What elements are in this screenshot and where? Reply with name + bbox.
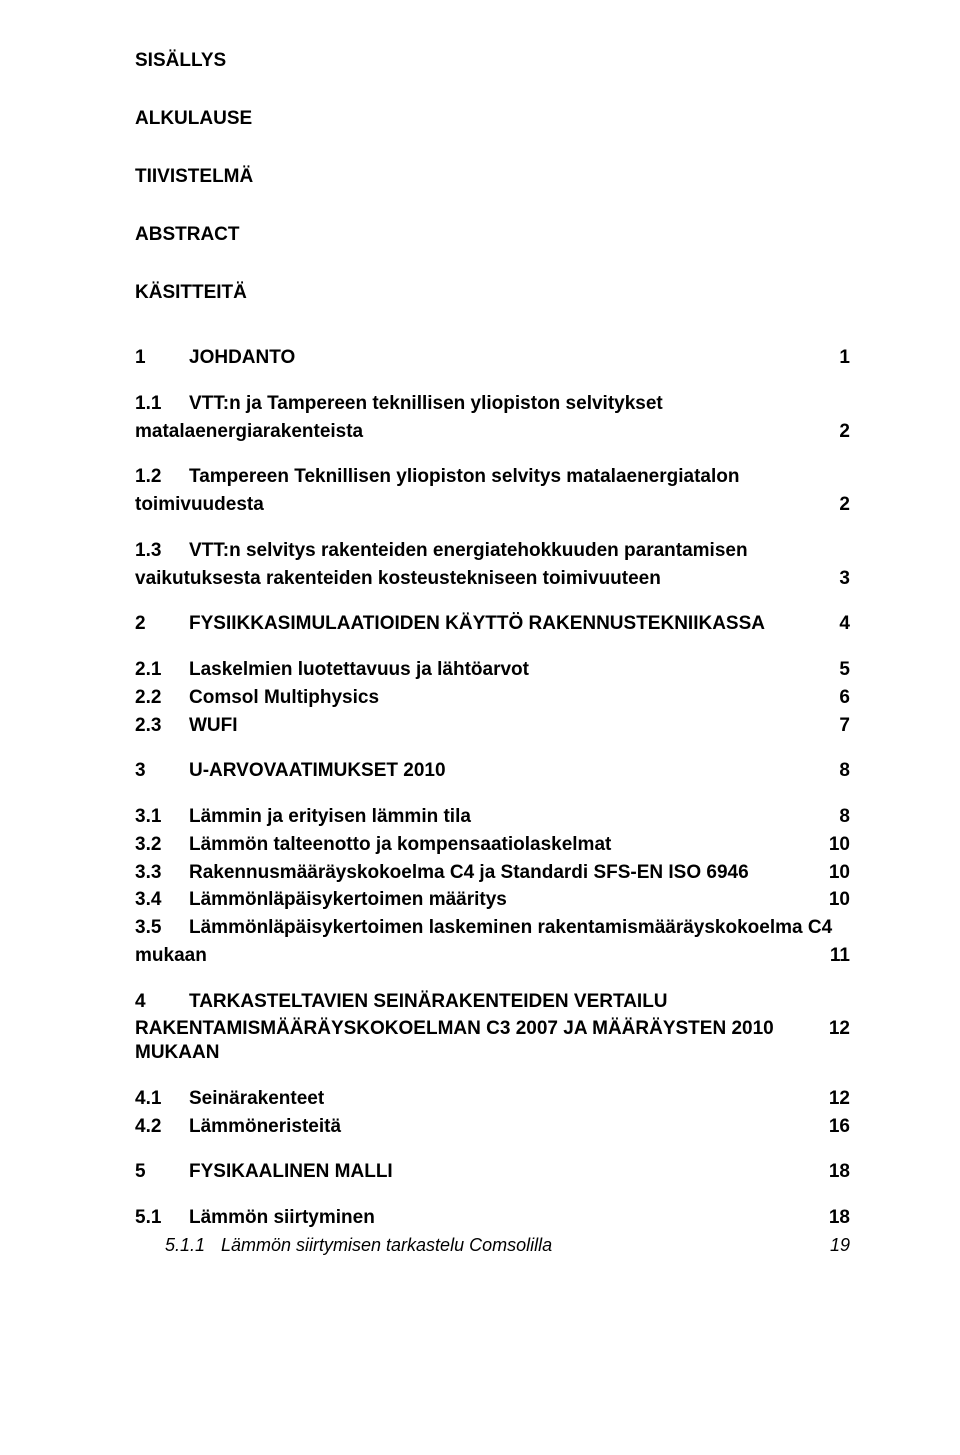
- toc-number: 2.2: [135, 686, 189, 710]
- toc-page: 7: [820, 714, 850, 738]
- toc-number: 5.1.1: [165, 1234, 221, 1257]
- toc-entry-3-5: 3.5 Lämmönläpäisykertoimen laskeminen ra…: [135, 916, 850, 940]
- toc-entry-3-2: 3.2 Lämmön talteenotto ja kompensaatiola…: [135, 833, 850, 857]
- toc-number: 4: [135, 990, 189, 1014]
- toc-page: 16: [820, 1115, 850, 1139]
- page: SISÄLLYS ALKULAUSE TIIVISTELMÄ ABSTRACT …: [0, 0, 960, 1455]
- toc-page: 18: [820, 1160, 850, 1184]
- toc-title: WUFI: [189, 714, 820, 738]
- toc-page: 4: [820, 612, 850, 636]
- toc-entry-4-1: 4.1 Seinärakenteet 12: [135, 1087, 850, 1111]
- toc-number: 1.1: [135, 392, 189, 416]
- toc-page: 6: [820, 686, 850, 710]
- toc-number: 2.3: [135, 714, 189, 738]
- toc-page: 2: [820, 493, 850, 517]
- toc-page: 10: [820, 861, 850, 885]
- toc-entry-3: 3 U-ARVOVAATIMUKSET 2010 8: [135, 759, 850, 783]
- toc-title: Tampereen Teknillisen yliopiston selvity…: [189, 465, 850, 489]
- toc-title: Rakennusmääräyskokoelma C4 ja Standardi …: [189, 861, 820, 885]
- toc-title: Lämmön siirtymisen tarkastelu Comsolilla: [221, 1234, 820, 1257]
- toc-title: Comsol Multiphysics: [189, 686, 820, 710]
- toc-entry-2: 2 FYSIIKKASIMULAATIOIDEN KÄYTTÖ RAKENNUS…: [135, 612, 850, 636]
- toc-number: 3.5: [135, 916, 189, 940]
- toc-page: 10: [820, 833, 850, 857]
- toc-title: Lämmön talteenotto ja kompensaatiolaskel…: [189, 833, 820, 857]
- toc-page: 8: [820, 759, 850, 783]
- toc-title: FYSIKAALINEN MALLI: [189, 1160, 820, 1184]
- toc-page: 10: [820, 888, 850, 912]
- toc-entry-1-2-cont: toimivuudesta 2: [135, 493, 850, 517]
- toc-entry-3-1: 3.1 Lämmin ja erityisen lämmin tila 8: [135, 805, 850, 829]
- toc-title: VTT:n selvitys rakenteiden energiatehokk…: [189, 539, 850, 563]
- toc-page: 12: [820, 1017, 850, 1041]
- toc-number: 2: [135, 612, 189, 636]
- heading-alkulause: ALKULAUSE: [135, 108, 850, 130]
- toc-title: FYSIIKKASIMULAATIOIDEN KÄYTTÖ RAKENNUSTE…: [189, 612, 820, 636]
- toc-number: 3.1: [135, 805, 189, 829]
- toc-entry-3-4: 3.4 Lämmönläpäisykertoimen määritys 10: [135, 888, 850, 912]
- toc-title: TARKASTELTAVIEN SEINÄRAKENTEIDEN VERTAIL…: [189, 990, 850, 1014]
- toc-title-cont: vaikutuksesta rakenteiden kosteusteknise…: [135, 567, 820, 591]
- toc-number: 3.2: [135, 833, 189, 857]
- heading-kasitteita: KÄSITTEITÄ: [135, 282, 850, 304]
- toc-number: 2.1: [135, 658, 189, 682]
- toc-entry-2-2: 2.2 Comsol Multiphysics 6: [135, 686, 850, 710]
- toc-entry-2-3: 2.3 WUFI 7: [135, 714, 850, 738]
- heading-tiivistelma: TIIVISTELMÄ: [135, 166, 850, 188]
- toc-title: VTT:n ja Tampereen teknillisen yliopisto…: [189, 392, 850, 416]
- toc-page: 18: [820, 1206, 850, 1230]
- toc-entry-1: 1 JOHDANTO 1: [135, 346, 850, 370]
- toc-page: 8: [820, 805, 850, 829]
- toc-entry-5-1: 5.1 Lämmön siirtyminen 18: [135, 1206, 850, 1230]
- toc-number: 1.2: [135, 465, 189, 489]
- front-matter: SISÄLLYS ALKULAUSE TIIVISTELMÄ ABSTRACT …: [135, 50, 850, 304]
- toc-number: 5: [135, 1160, 189, 1184]
- toc-title: Lämmönläpäisykertoimen määritys: [189, 888, 820, 912]
- toc-page: 3: [820, 567, 850, 591]
- toc-title-cont: toimivuudesta: [135, 493, 820, 517]
- toc-entry-1-2: 1.2 Tampereen Teknillisen yliopiston sel…: [135, 465, 850, 489]
- toc-title: U-ARVOVAATIMUKSET 2010: [189, 759, 820, 783]
- toc-page: 1: [820, 346, 850, 370]
- toc-title: Seinärakenteet: [189, 1087, 820, 1111]
- toc-number: 1.3: [135, 539, 189, 563]
- toc-entry-1-3-cont: vaikutuksesta rakenteiden kosteusteknise…: [135, 567, 850, 591]
- toc-title: Lämmön siirtyminen: [189, 1206, 820, 1230]
- toc-entry-4-2: 4.2 Lämmöneristeitä 16: [135, 1115, 850, 1139]
- toc-page: 11: [820, 944, 850, 968]
- toc-entry-3-5-cont: mukaan 11: [135, 944, 850, 968]
- toc-entry-1-1: 1.1 VTT:n ja Tampereen teknillisen yliop…: [135, 392, 850, 416]
- toc-title: Lämmönläpäisykertoimen laskeminen rakent…: [189, 916, 850, 940]
- toc-title: Lämmöneristeitä: [189, 1115, 820, 1139]
- toc-title: JOHDANTO: [189, 346, 820, 370]
- toc-number: 4.2: [135, 1115, 189, 1139]
- toc-entry-1-3: 1.3 VTT:n selvitys rakenteiden energiate…: [135, 539, 850, 563]
- heading-abstract: ABSTRACT: [135, 224, 850, 246]
- toc-entry-5: 5 FYSIKAALINEN MALLI 18: [135, 1160, 850, 1184]
- heading-sisallys: SISÄLLYS: [135, 50, 850, 72]
- toc-entry-3-3: 3.3 Rakennusmääräyskokoelma C4 ja Standa…: [135, 861, 850, 885]
- toc-number: 3: [135, 759, 189, 783]
- toc-title: Laskelmien luotettavuus ja lähtöarvot: [189, 658, 820, 682]
- toc-title-cont: RAKENTAMISMÄÄRÄYSKOKOELMAN C3 2007 JA MÄ…: [135, 1017, 820, 1065]
- toc-page: 2: [820, 420, 850, 444]
- toc-number: 5.1: [135, 1206, 189, 1230]
- toc-entry-5-1-1: 5.1.1 Lämmön siirtymisen tarkastelu Coms…: [165, 1234, 850, 1257]
- toc-number: 3.4: [135, 888, 189, 912]
- toc-entry-4: 4 TARKASTELTAVIEN SEINÄRAKENTEIDEN VERTA…: [135, 990, 850, 1014]
- toc-page: 19: [820, 1234, 850, 1257]
- toc-number: 3.3: [135, 861, 189, 885]
- toc-page: 12: [820, 1087, 850, 1111]
- toc-entry-2-1: 2.1 Laskelmien luotettavuus ja lähtöarvo…: [135, 658, 850, 682]
- toc-title-cont: matalaenergiarakenteista: [135, 420, 820, 444]
- toc-number: 1: [135, 346, 189, 370]
- toc-title-cont: mukaan: [135, 944, 820, 968]
- toc-entry-1-1-cont: matalaenergiarakenteista 2: [135, 420, 850, 444]
- toc-page: 5: [820, 658, 850, 682]
- toc-title: Lämmin ja erityisen lämmin tila: [189, 805, 820, 829]
- toc-entry-4-cont: RAKENTAMISMÄÄRÄYSKOKOELMAN C3 2007 JA MÄ…: [135, 1017, 850, 1065]
- toc-number: 4.1: [135, 1087, 189, 1111]
